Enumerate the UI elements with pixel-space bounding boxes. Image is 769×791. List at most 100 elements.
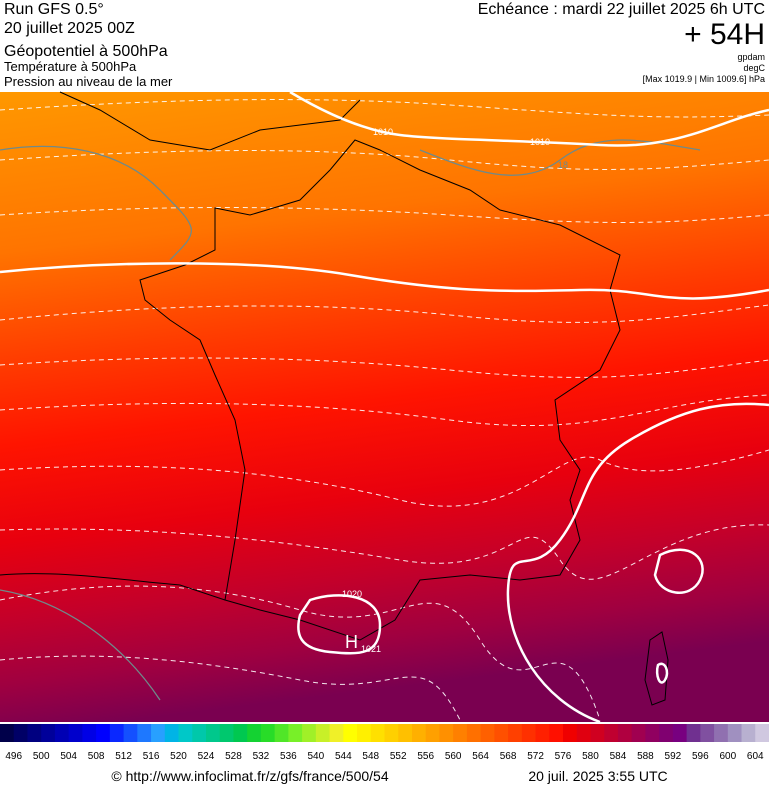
colorbar-swatch [384,724,399,742]
colorbar-swatch [54,724,70,742]
contour [0,524,769,580]
contour [0,357,769,378]
colorbar-swatch [755,724,769,742]
colorbar-swatch [494,724,509,742]
contour [0,394,769,427]
coastline-spain [0,573,226,601]
colorbar-swatch [659,724,674,742]
contour [0,449,769,507]
colorbar-label: 528 [225,751,242,762]
contour [0,304,769,323]
colorbar-swatch [398,724,413,742]
colorbar-label: 536 [280,751,297,762]
colorbar-label: 508 [88,751,105,762]
unit-gpdam: gpdam [737,52,765,62]
isobar [289,90,769,147]
colorbar-swatch [645,724,660,742]
colorbar-label: 580 [582,751,599,762]
field-title-2: Température à 500hPa [4,59,137,74]
colorbar-label: 540 [307,751,324,762]
colorbar-swatch [563,724,578,742]
colorbar-swatch [192,724,207,742]
colorbar-label: 548 [362,751,379,762]
colorbar-swatch [27,724,42,742]
colorbar-swatch [164,724,180,742]
temperature-line [0,589,161,701]
colorbar-label: 516 [143,751,160,762]
colorbar-swatch [686,724,701,742]
colorbar-swatch [521,724,537,742]
isobar [506,402,769,724]
high-pressure-value: 1021 [361,644,381,654]
coastline-england [59,91,361,151]
colorbar-label: 560 [445,751,462,762]
colorbar-label: 588 [637,751,654,762]
high-pressure-marker: H [345,632,358,652]
colorbar-swatch [41,724,56,742]
contour [0,99,769,118]
colorbar-swatch [233,724,248,742]
colorbar-swatch [315,724,331,742]
colorbar-swatch [205,724,221,742]
field-title: Géopotentiel à 500hPa [4,43,168,60]
colorbar-swatch [727,724,743,742]
colorbar-swatch [288,724,303,742]
colorbar-swatch [700,724,715,742]
colorbar-swatch [411,724,427,742]
colorbar-label: 524 [198,751,215,762]
isobar [0,262,769,300]
colorbar-swatch [178,724,193,742]
contour [0,655,461,721]
colorbar-swatch [123,724,138,742]
colorbar-swatch [508,724,523,742]
colorbar-swatch [714,724,729,742]
colorbar-label: 556 [417,751,434,762]
run-title: Run GFS 0.5° [4,1,104,18]
lead-time: + 54H [684,18,765,51]
colorbar-swatch [590,724,605,742]
colorbar-swatch [370,724,385,742]
colorbar-label: 504 [60,751,77,762]
colorbar-swatch [535,724,550,742]
colorbar-swatch [13,724,28,742]
isobar-label: 1020 [342,589,362,599]
colorbar-swatch [604,724,619,742]
colorbar-swatch [549,724,564,742]
colorbar-swatch [576,724,591,742]
isobar [297,594,382,655]
colorbar-swatch [96,724,111,742]
field-title-3: Pression au niveau de la mer [4,74,173,89]
colorbar-label: 520 [170,751,187,762]
colorbar-swatch [425,724,440,742]
colorbar-label: 568 [500,751,517,762]
colorbar-swatch [439,724,454,742]
colorbar-swatch [480,724,495,742]
colorbar-label: 500 [33,751,50,762]
colorbar-swatch [68,724,83,742]
colorbar-swatch [466,724,482,742]
source-credit: © http://www.infoclimat.fr/z/gfs/france/… [111,768,388,784]
colorbar-label: 576 [555,751,572,762]
colorbar-label: 584 [610,751,627,762]
coastline-corsica [644,631,669,706]
temperature-line [419,139,701,176]
colorbar-swatch [741,724,756,742]
isobar-label: 1010 [373,127,393,137]
colorbar-swatch [343,724,358,742]
colorbar-swatch [219,724,234,742]
unit-degc: degC [743,63,765,73]
colorbar-swatch [109,724,125,742]
colorbar-swatch [302,724,317,742]
colorbar-swatch [260,724,276,742]
colorbar-label: 552 [390,751,407,762]
colorbar-label: 600 [719,751,736,762]
colorbar-swatch [137,724,152,742]
colorbar-label: 572 [527,751,544,762]
colorbar-swatch [329,724,344,742]
colorbar-swatch [247,724,262,742]
isobar [653,548,704,594]
colorbar: 496 500 504 508 512 516 520 524 528 532 536 540 544 5… [0,724,769,762]
isobar [655,662,669,684]
